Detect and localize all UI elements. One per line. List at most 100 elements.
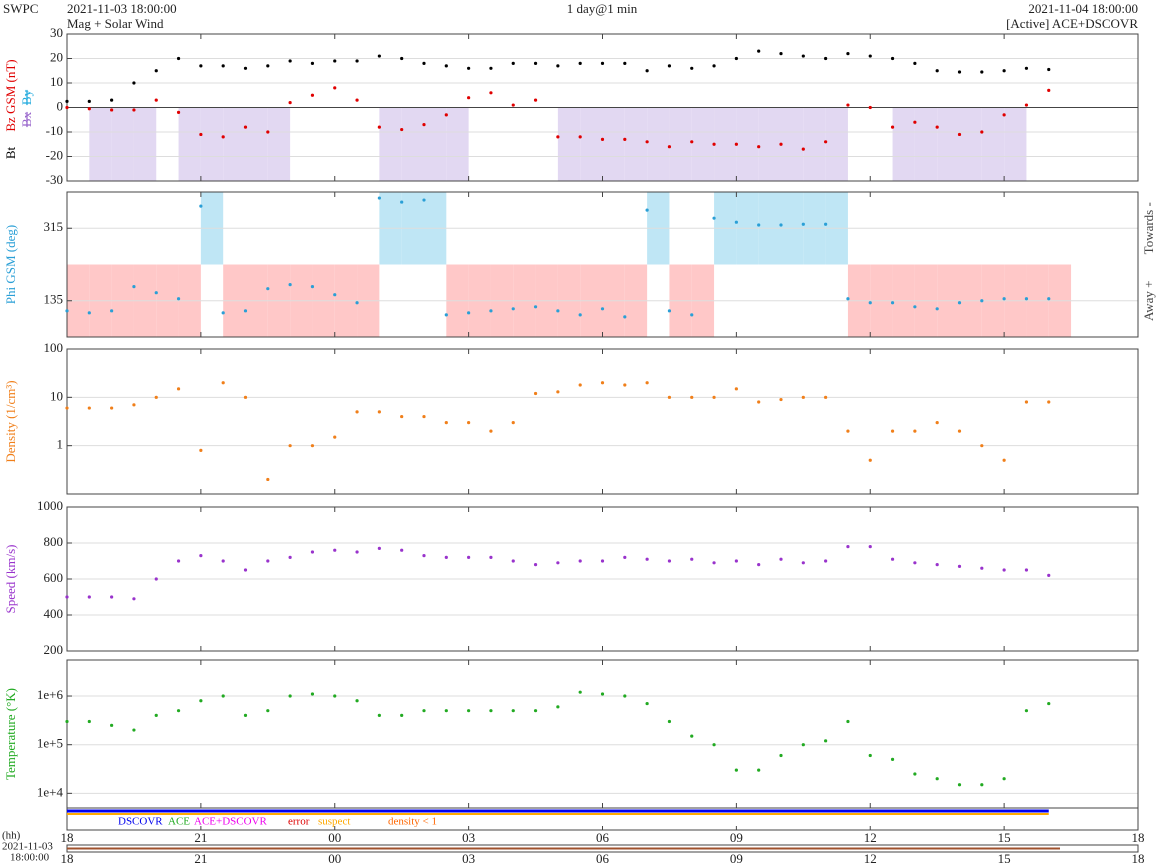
- data-point: [957, 70, 962, 74]
- data-point: [801, 147, 805, 151]
- data-point: [1002, 297, 1006, 301]
- negative-band: [1004, 107, 1027, 181]
- data-point: [377, 125, 381, 129]
- data-point: [801, 395, 805, 399]
- x-tick-label: 09: [730, 830, 743, 845]
- data-point: [355, 98, 359, 102]
- data-point: [935, 307, 939, 311]
- y-tick-label: 135: [44, 292, 64, 307]
- data-point: [422, 61, 426, 65]
- data-point: [690, 395, 694, 399]
- data-point: [511, 61, 515, 65]
- negative-band: [892, 107, 915, 181]
- data-point: [846, 719, 850, 724]
- data-point: [467, 66, 471, 70]
- data-point: [801, 54, 805, 58]
- data-point: [645, 701, 649, 706]
- data-point: [243, 309, 248, 313]
- data-point: [913, 120, 917, 124]
- data-point: [87, 107, 91, 111]
- negative-band: [580, 107, 603, 181]
- start-time: 2021-11-03 18:00:00: [67, 1, 177, 16]
- negative-band: [714, 107, 737, 181]
- data-point: [110, 108, 114, 112]
- data-point: [824, 395, 828, 399]
- negative-band: [669, 107, 692, 181]
- data-point: [533, 305, 538, 309]
- negative-band: [602, 107, 625, 181]
- y-tick-label: -10: [46, 123, 63, 138]
- data-point: [65, 406, 69, 410]
- data-point: [890, 429, 895, 433]
- data-point: [801, 743, 805, 747]
- data-point: [467, 421, 471, 425]
- data-point: [734, 768, 738, 772]
- y-tick-label: 600: [44, 570, 64, 585]
- data-point: [1024, 400, 1029, 404]
- data-point: [444, 113, 448, 117]
- data-point: [846, 545, 850, 549]
- data-point: [511, 421, 515, 425]
- data-point: [1002, 777, 1006, 781]
- negative-band: [111, 107, 134, 181]
- data-point: [645, 381, 649, 385]
- data-point: [422, 198, 426, 202]
- data-point: [154, 69, 158, 73]
- data-point: [221, 694, 225, 698]
- data-point: [221, 64, 225, 68]
- data-point: [757, 563, 761, 567]
- data-point: [87, 311, 91, 315]
- data-point: [980, 299, 984, 303]
- x-tick-label: 06: [596, 851, 610, 866]
- data-point: [377, 713, 381, 717]
- data-point: [980, 444, 984, 448]
- data-point: [556, 64, 560, 68]
- data-point: [734, 56, 738, 61]
- data-point: [712, 561, 716, 565]
- y-tick-label: -30: [46, 172, 63, 187]
- data-point: [690, 557, 694, 561]
- data-point: [221, 559, 225, 563]
- data-point: [110, 309, 114, 313]
- data-point: [288, 555, 292, 560]
- data-point: [645, 69, 649, 73]
- y-tick-label: 1e+5: [37, 736, 63, 751]
- data-point: [444, 313, 448, 317]
- data-point: [377, 54, 381, 58]
- data-point: [199, 64, 203, 68]
- data-point: [199, 204, 203, 208]
- data-point: [1024, 103, 1029, 107]
- data-point: [355, 410, 359, 414]
- data-point: [333, 548, 337, 552]
- data-point: [578, 690, 582, 694]
- data-point: [623, 61, 627, 65]
- data-point: [377, 196, 381, 200]
- y-axis-label: By: [19, 89, 34, 105]
- data-point: [444, 421, 448, 425]
- data-point: [266, 287, 270, 291]
- data-point: [846, 429, 850, 433]
- data-point: [667, 64, 672, 68]
- data-point: [556, 390, 560, 394]
- data-point: [199, 132, 203, 137]
- panel-border: [66, 348, 1139, 495]
- negative-band: [803, 107, 826, 181]
- data-point: [243, 66, 248, 70]
- data-point: [600, 307, 605, 311]
- y-axis-label: Temperature (°K): [3, 688, 18, 780]
- end-time: 2021-11-04 18:00:00: [1028, 1, 1138, 16]
- data-point: [957, 429, 962, 433]
- data-point: [176, 110, 181, 114]
- data-point: [935, 125, 939, 129]
- data-point: [288, 694, 292, 698]
- data-point: [310, 444, 315, 448]
- data-point: [199, 699, 203, 703]
- data-point: [377, 546, 381, 551]
- data-point: [310, 61, 315, 65]
- negative-band: [825, 107, 848, 181]
- y-tick-label: 30: [50, 25, 63, 40]
- negative-band: [379, 107, 402, 181]
- data-point: [87, 99, 91, 103]
- data-point: [846, 297, 850, 301]
